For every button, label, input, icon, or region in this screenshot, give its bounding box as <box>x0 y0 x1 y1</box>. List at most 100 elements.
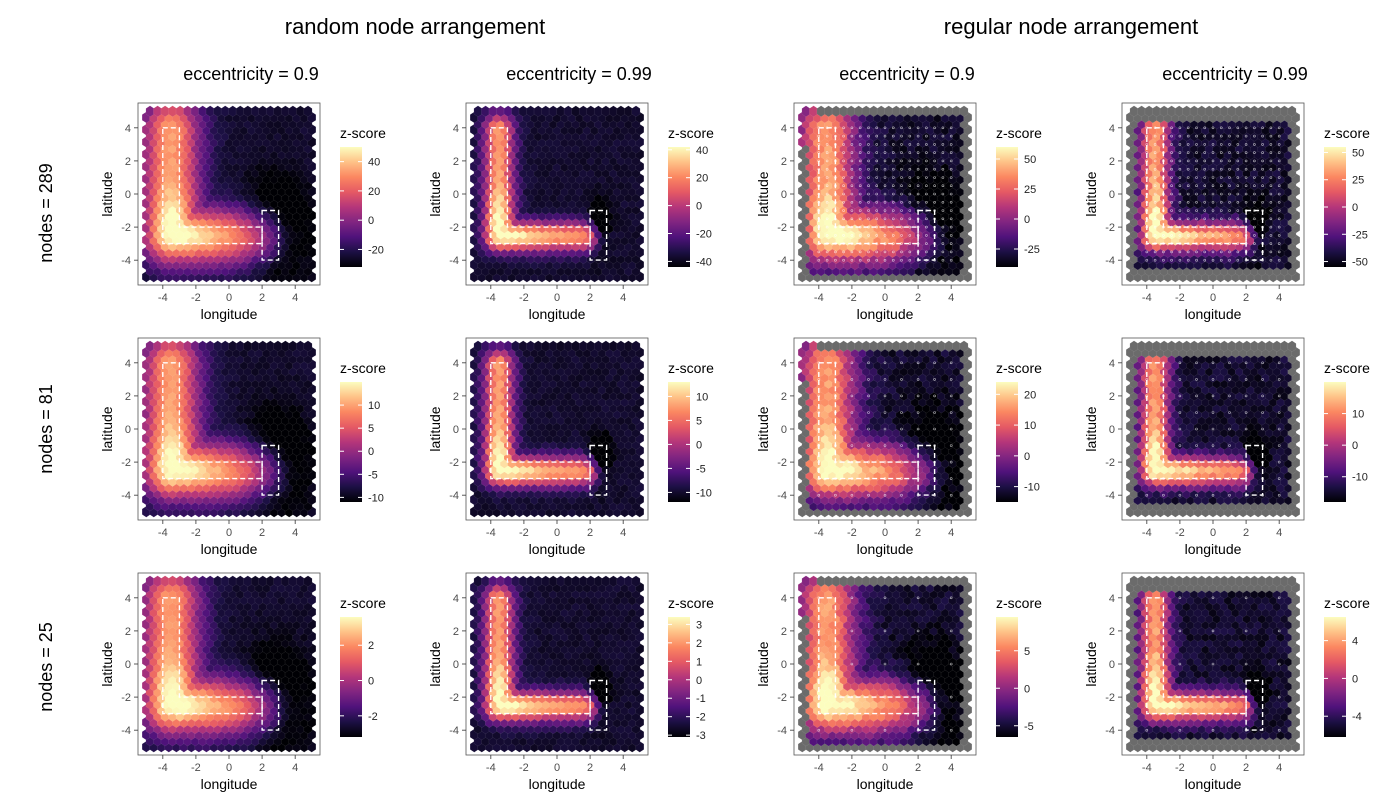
hex-grid <box>797 105 973 283</box>
y-tick-label: 4 <box>453 358 459 370</box>
y-axis-title: latitude <box>427 406 443 451</box>
legend-tick-label: 20 <box>696 173 708 185</box>
y-tick-label: -4 <box>1105 255 1115 267</box>
y-tick-label: -4 <box>121 490 131 502</box>
legend-colorbar <box>340 382 362 502</box>
y-tick-label: 2 <box>125 391 131 403</box>
column-title-3: eccentricity = 0.9 <box>839 64 975 84</box>
legend-tick-label: -25 <box>1024 244 1040 256</box>
legend-tick-label: 50 <box>1352 147 1364 159</box>
group-title-regular: regular node arrangement <box>944 14 1198 39</box>
x-tick-label: 4 <box>292 292 298 304</box>
x-tick-label: 2 <box>915 292 921 304</box>
legend-tick-label: -20 <box>696 229 712 241</box>
legend-tick-label: 20 <box>368 186 380 198</box>
panel-r1c4: -4 -2 0 2 4-4-2024longitudelatitudez-score-5… <box>1083 102 1370 322</box>
y-tick-label: 4 <box>125 123 131 135</box>
legend-title: z-score <box>668 125 714 141</box>
x-tick-label: -4 <box>814 292 824 304</box>
legend-tick-label: -10 <box>696 487 712 499</box>
y-tick-label: -4 <box>449 490 459 502</box>
y-tick-label: 4 <box>1109 123 1115 135</box>
legend-tick-label: -25 <box>1352 229 1368 241</box>
legend-tick-label: 0 <box>1024 214 1030 226</box>
legend-tick-label: 25 <box>1352 175 1364 187</box>
y-tick-label: 0 <box>125 189 131 201</box>
x-tick-label: 0 <box>226 527 232 539</box>
hex-grid <box>141 105 317 283</box>
x-tick-label: -4 <box>1142 292 1152 304</box>
legend-title: z-score <box>340 125 386 141</box>
hex-grid <box>141 340 317 518</box>
y-axis-title: latitude <box>99 406 115 451</box>
x-tick-label: 4 <box>1276 292 1282 304</box>
y-tick-label: 0 <box>1109 189 1115 201</box>
hex-grid <box>1125 105 1301 283</box>
y-tick-label: 2 <box>125 156 131 168</box>
legend-tick-label: 0 <box>368 446 374 458</box>
x-tick-label: 0 <box>554 527 560 539</box>
y-tick-label: 4 <box>125 358 131 370</box>
y-axis-title: latitude <box>427 171 443 216</box>
y-tick-label: -2 <box>121 222 131 234</box>
legend-tick-label: 10 <box>696 391 708 403</box>
legend-tick-label: 25 <box>1024 184 1036 196</box>
legend-title: z-score <box>668 360 714 376</box>
legend-tick-label: 0 <box>368 215 374 227</box>
legend-tick-label: 0 <box>696 201 702 213</box>
row-title-25: nodes = 25 <box>36 622 56 712</box>
legend-title: z-score <box>996 125 1042 141</box>
x-tick-label: 4 <box>292 527 298 539</box>
y-axis-title: latitude <box>755 171 771 216</box>
legend-tick-label: 0 <box>1352 202 1358 214</box>
legend-tick-label: 5 <box>368 423 374 435</box>
y-tick-label: 0 <box>453 424 459 436</box>
y-tick-label: 2 <box>781 156 787 168</box>
legend-title: z-score <box>340 360 386 376</box>
x-tick-label: 4 <box>620 527 626 539</box>
hex-grid <box>469 340 645 518</box>
y-tick-label: -2 <box>449 222 459 234</box>
legend-tick-label: 40 <box>696 145 708 157</box>
panel-r2c3: -4 -2 0 2 4-4-2024longitudelatitudez-score-1… <box>755 337 1042 557</box>
x-tick-label: -2 <box>519 292 529 304</box>
y-tick-label: -2 <box>121 457 131 469</box>
legend: z-score -10 -5 0 5 10 <box>668 360 714 502</box>
hex-grid <box>797 340 973 518</box>
legend-tick-label: -5 <box>696 463 706 475</box>
y-tick-label: 2 <box>1109 156 1115 168</box>
x-tick-label: 0 <box>226 292 232 304</box>
x-tick-label: 0 <box>882 292 888 304</box>
y-axis-title: latitude <box>99 171 115 216</box>
x-tick-label: -4 <box>486 292 496 304</box>
y-tick-label: 0 <box>781 189 787 201</box>
legend-tick-label: 0 <box>696 439 702 451</box>
panel-r1c1: -4 -2 0 2 4-4-2024longitudelatitudez-score-2… <box>99 102 386 322</box>
y-tick-label: -2 <box>449 457 459 469</box>
x-tick-label: 2 <box>587 292 593 304</box>
row-title-81: nodes = 81 <box>36 384 56 474</box>
panel-r2c1: -4 -2 0 2 4-4-2024longitudelatitudez-score-1… <box>99 337 386 557</box>
hex-grid <box>469 105 645 283</box>
x-tick-label: -4 <box>158 292 168 304</box>
y-tick-label: 4 <box>781 123 787 135</box>
y-tick-label: -4 <box>449 255 459 267</box>
legend-tick-label: 10 <box>368 400 380 412</box>
x-axis-title: longitude <box>529 306 586 322</box>
y-tick-label: 2 <box>453 391 459 403</box>
y-tick-label: 4 <box>453 123 459 135</box>
x-tick-label: 2 <box>259 292 265 304</box>
y-tick-label: 0 <box>453 189 459 201</box>
panels: -4 -2 0 2 4-4-2024longitudelatitudez-score-2… <box>99 102 1370 792</box>
x-axis-title: longitude <box>857 306 914 322</box>
x-axis-title: longitude <box>529 541 586 557</box>
legend-tick-label: 5 <box>696 415 702 427</box>
group-title-random: random node arrangement <box>285 14 546 39</box>
legend-tick-label: 40 <box>368 157 380 169</box>
